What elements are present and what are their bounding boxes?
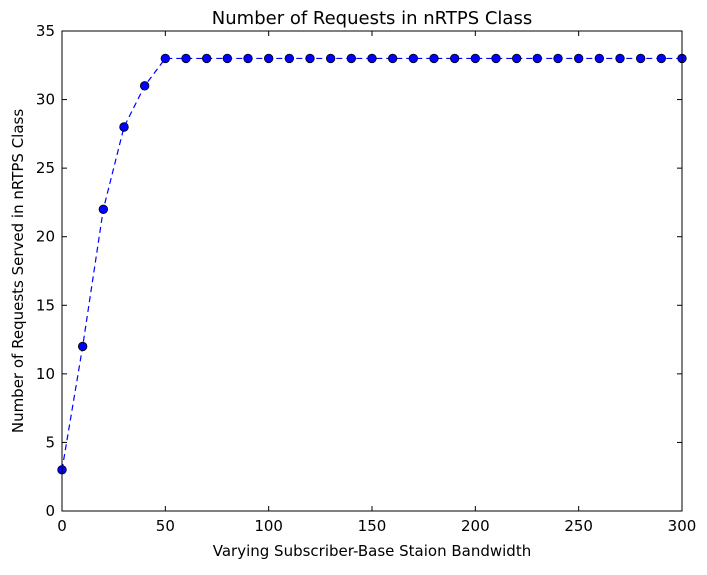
chart-title: Number of Requests in nRTPS Class — [212, 8, 532, 29]
y-tick-label: 35 — [36, 22, 55, 40]
data-point — [325, 53, 336, 64]
data-point — [429, 53, 439, 64]
y-tick-label: 25 — [36, 159, 55, 177]
y-tick-label: 20 — [36, 228, 55, 246]
y-tick-label: 5 — [45, 433, 55, 451]
x-tick-label: 150 — [358, 517, 387, 535]
data-point — [305, 53, 315, 64]
y-tick-label: 30 — [36, 91, 55, 109]
data-point — [160, 53, 171, 64]
data-point — [532, 53, 543, 64]
data-point — [511, 53, 522, 64]
data-point — [346, 53, 357, 64]
data-point — [491, 53, 501, 64]
axes-frame — [61, 30, 683, 512]
x-tick-label: 100 — [254, 517, 283, 535]
data-point — [573, 53, 584, 64]
x-axis-label: Varying Subscriber-Base Staion Bandwidth — [213, 542, 531, 560]
data-point — [387, 53, 398, 64]
data-point — [139, 81, 150, 91]
x-tick-label: 250 — [564, 517, 593, 535]
data-point — [201, 53, 212, 64]
data-point — [119, 122, 129, 132]
data-point — [263, 53, 274, 64]
y-axis-label: Number of Requests Served in nRTPS Class — [9, 109, 27, 434]
data-point — [656, 53, 667, 64]
plot-area — [57, 53, 687, 475]
data-point — [635, 53, 646, 64]
data-point — [243, 53, 253, 64]
data-point — [98, 204, 109, 214]
x-tick-label: 300 — [668, 517, 697, 535]
data-point — [470, 53, 481, 64]
data-point — [615, 53, 625, 64]
data-point — [408, 53, 419, 64]
data-point — [449, 53, 460, 64]
axis-ticks: 0 50 100 150 200 250 300 0 5 10 15 20 25 30 35 — [36, 22, 696, 535]
x-tick-label: 50 — [156, 517, 175, 535]
data-point — [284, 53, 295, 64]
data-point — [222, 53, 233, 64]
series-line — [61, 57, 682, 470]
y-tick-label: 0 — [45, 502, 55, 520]
x-tick-label: 200 — [461, 517, 490, 535]
x-tick-label: 0 — [57, 517, 67, 535]
y-tick-label: 10 — [36, 365, 55, 383]
data-point — [77, 341, 88, 352]
data-point — [553, 53, 563, 64]
data-point — [181, 53, 191, 64]
data-point — [594, 53, 605, 64]
y-tick-label: 15 — [36, 296, 55, 314]
data-point — [367, 53, 377, 64]
